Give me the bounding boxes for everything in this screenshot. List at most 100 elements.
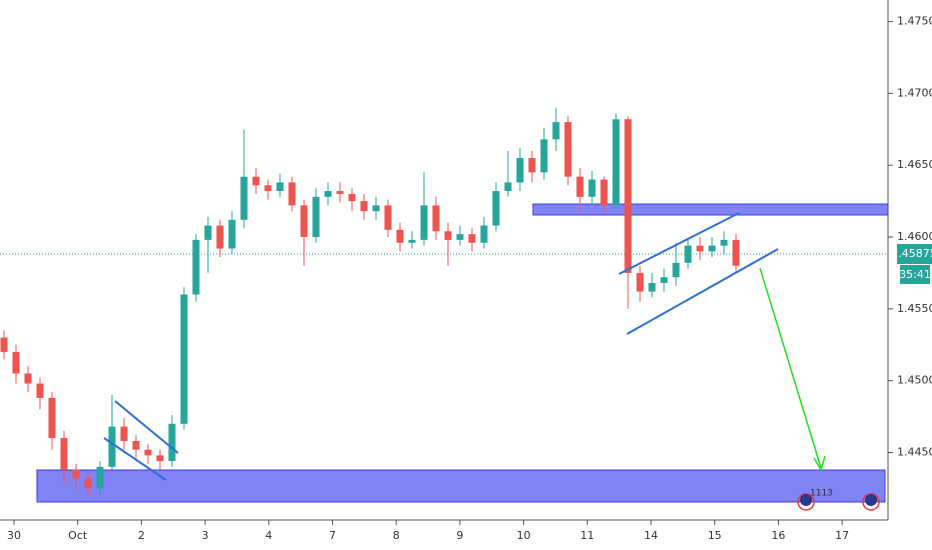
candle-body [648, 282, 656, 292]
candle-body [384, 205, 392, 230]
event-icon[interactable] [865, 494, 877, 506]
channel-line [626, 248, 779, 335]
candle-body [216, 225, 224, 249]
candle-body [564, 122, 572, 177]
candle-body [576, 176, 584, 197]
x-tick-label: 14 [644, 529, 658, 542]
candle-body [504, 182, 512, 192]
candle-body [660, 277, 668, 283]
x-tick-label: 17 [835, 529, 849, 542]
candle-body [492, 191, 500, 226]
target-arrow [759, 267, 822, 469]
candle-body [396, 229, 404, 243]
candle-body [456, 234, 464, 240]
candle-body [480, 225, 488, 243]
candle-body [336, 191, 344, 194]
candle-body [168, 423, 176, 462]
candle-body [48, 397, 56, 439]
candle-body [192, 239, 200, 295]
y-tick-label: 1.44500 [897, 445, 932, 458]
y-tick-label: 1.47500 [897, 15, 932, 28]
candle-body [696, 245, 704, 252]
candle-body [408, 239, 416, 243]
x-tick-label: 15 [708, 529, 722, 542]
candle-body [516, 158, 524, 183]
candle-body [636, 272, 644, 292]
candle-body [372, 205, 380, 212]
candle-body [672, 262, 680, 278]
candle-body [444, 231, 452, 240]
candle-body [540, 139, 548, 173]
event-icon[interactable] [800, 494, 812, 506]
candle-body [96, 466, 104, 489]
candle-body [60, 438, 68, 470]
flag-line [114, 400, 179, 454]
y-tick-label: 1.45500 [897, 302, 932, 315]
event-badge: 1113 [810, 489, 833, 499]
candle-body [144, 449, 152, 456]
x-tick-label: 10 [517, 529, 531, 542]
candle-body [36, 383, 44, 398]
x-tick-label: 3 [202, 529, 209, 542]
price-label: 1.45875 [891, 247, 932, 260]
countdown: 35:41 [899, 268, 931, 281]
candles [0, 107, 740, 496]
candle-body [528, 158, 536, 173]
candle-body [120, 426, 128, 441]
support-zone [36, 469, 886, 503]
candle-body [180, 294, 188, 424]
x-tick-label: 8 [393, 529, 400, 542]
candle-body [156, 455, 164, 462]
flag-line [103, 437, 167, 481]
candle-body [300, 205, 308, 238]
candle-body [264, 185, 272, 192]
candle-body [72, 469, 80, 479]
candle-body [552, 122, 560, 140]
candle-body [588, 179, 596, 197]
candle-body [624, 119, 632, 273]
y-tick-label: 1.46500 [897, 158, 932, 171]
candle-body [108, 426, 116, 467]
candle-body [600, 179, 608, 206]
y-tick-label: 1.45000 [897, 374, 932, 387]
x-tick-label: Oct [68, 529, 88, 542]
candle-body [228, 219, 236, 249]
candle-body [360, 201, 368, 212]
candle-body [684, 245, 692, 263]
x-tick-label: 11 [580, 529, 594, 542]
y-tick-label: 1.46000 [897, 230, 932, 243]
channel-line [618, 212, 740, 275]
candle-body [324, 191, 332, 197]
candle-body [132, 440, 140, 450]
x-tick-label: 7 [329, 529, 336, 542]
candle-body [276, 182, 284, 192]
candle-body [12, 351, 20, 374]
candle-body [420, 205, 428, 240]
candle-body [24, 373, 32, 384]
candle-body [720, 239, 728, 246]
candle-body [732, 239, 740, 266]
candle-body [312, 196, 320, 238]
countdown-box [900, 265, 930, 284]
candle-body [612, 119, 620, 206]
candle-body [468, 234, 476, 243]
candle-body [252, 176, 260, 186]
x-tick-label: 2 [138, 529, 145, 542]
candle-body [240, 176, 248, 220]
candle-body [432, 205, 440, 232]
x-tick-label: 9 [456, 529, 463, 542]
candle-body [288, 182, 296, 206]
candle-body [84, 478, 92, 489]
candle-body [348, 193, 356, 202]
y-tick-label: 1.47000 [897, 86, 932, 99]
price-label-box [897, 244, 932, 264]
x-tick-label: 4 [265, 529, 272, 542]
resistance-zone [532, 203, 889, 216]
candle-body [0, 337, 8, 352]
target-arrow-head [813, 455, 826, 472]
candle-body [204, 225, 212, 240]
x-tick-label: 30 [7, 529, 21, 542]
x-tick-label: 16 [771, 529, 785, 542]
